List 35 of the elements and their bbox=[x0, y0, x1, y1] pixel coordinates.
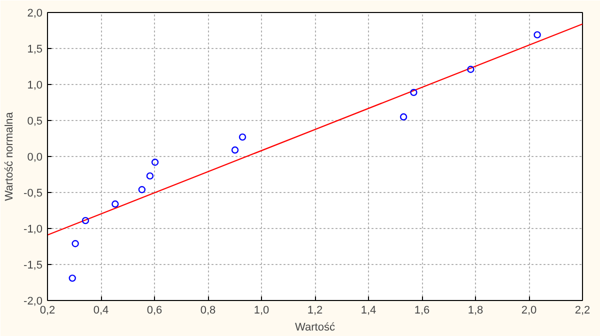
y-tick-label: -2,0 bbox=[24, 296, 43, 308]
point bbox=[467, 66, 474, 73]
y-tick-label: 0,5 bbox=[27, 116, 43, 128]
point bbox=[410, 88, 418, 96]
point bbox=[231, 146, 239, 154]
x-axis-title: Wartość bbox=[295, 322, 336, 334]
x-tick-label: 2,2 bbox=[574, 304, 590, 316]
x-tick-label: 1,4 bbox=[360, 304, 376, 316]
y-tick-label: 1,5 bbox=[27, 44, 43, 56]
x-tick-label: 1,6 bbox=[414, 304, 430, 316]
x-tick-label: 1,8 bbox=[468, 304, 484, 316]
y-axis-title: Wartość normalna bbox=[4, 111, 16, 201]
x-tick-label: 1,2 bbox=[307, 304, 323, 316]
x-tick-label: 1,0 bbox=[254, 304, 270, 316]
point bbox=[146, 172, 154, 180]
y-tick-label: -1,5 bbox=[24, 260, 43, 272]
point bbox=[238, 133, 246, 141]
x-tick-label: 0,6 bbox=[146, 304, 162, 316]
point bbox=[68, 274, 76, 282]
point bbox=[400, 113, 408, 120]
y-tick-label: -1,0 bbox=[24, 224, 43, 236]
point bbox=[151, 158, 159, 166]
x-tick-label: 0,4 bbox=[93, 304, 109, 316]
point bbox=[82, 216, 90, 224]
x-tick-label: 0,8 bbox=[200, 304, 216, 316]
x-tick-label: 0,2 bbox=[40, 304, 56, 316]
y-tick-label: -0,5 bbox=[24, 188, 43, 200]
y-tick-label: 2,0 bbox=[27, 8, 43, 20]
point bbox=[138, 186, 146, 194]
y-tick-label: 1,0 bbox=[27, 80, 43, 92]
point bbox=[112, 200, 119, 208]
point bbox=[72, 240, 79, 248]
point bbox=[534, 31, 541, 38]
y-tick-label: 0,0 bbox=[27, 152, 43, 164]
x-tick-label: 2,0 bbox=[521, 304, 537, 316]
